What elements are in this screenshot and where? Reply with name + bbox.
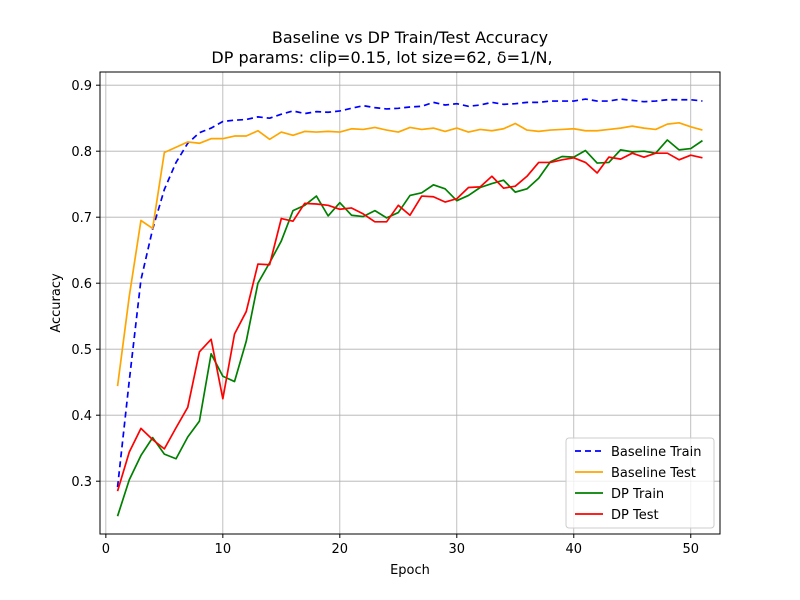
x-tick-label: 40 [566, 542, 583, 557]
grid [100, 72, 720, 534]
dp-test-line [116, 152, 703, 492]
x-tick-label: 30 [449, 542, 466, 557]
x-axis-label: Epoch [390, 563, 430, 578]
y-tick-label: 0.3 [71, 475, 92, 490]
chart-title: Baseline vs DP Train/Test Accuracy [272, 28, 548, 47]
y-tick-label: 0.7 [71, 211, 92, 226]
y-tick-label: 0.4 [71, 409, 92, 424]
y-tick-label: 0.9 [71, 79, 92, 94]
legend-label-dp-train: DP Train [611, 487, 664, 502]
legend-box [565, 437, 715, 529]
y-tick-label: 0.5 [71, 343, 92, 358]
legend-label-baseline-train: Baseline Train [611, 445, 701, 460]
baseline-train-line [116, 98, 703, 488]
plot-frame [99, 71, 721, 535]
x-tick-label: 10 [215, 542, 232, 557]
y-axis-label: Accuracy [49, 273, 64, 333]
baseline-test-line [116, 121, 703, 387]
x-tick-label: 0 [102, 542, 110, 557]
chart-subtitle: DP params: clip=0.15, lot size=62, δ=1/N… [211, 48, 552, 67]
legend: Baseline Train Baseline Test DP Train DP Te… [565, 437, 715, 529]
y-axis-ticks: 0.3 0.4 0.5 0.6 0.7 0.8 0.9 [71, 79, 100, 490]
y-tick-label: 0.6 [71, 277, 92, 292]
x-axis-ticks: 0 10 20 30 40 50 [102, 534, 699, 557]
y-tick-label: 0.8 [71, 145, 92, 160]
series-lines [116, 98, 703, 517]
legend-label-baseline-test: Baseline Test [611, 466, 696, 481]
x-tick-label: 50 [682, 542, 699, 557]
legend-label-dp-test: DP Test [611, 508, 659, 523]
x-tick-label: 20 [332, 542, 349, 557]
